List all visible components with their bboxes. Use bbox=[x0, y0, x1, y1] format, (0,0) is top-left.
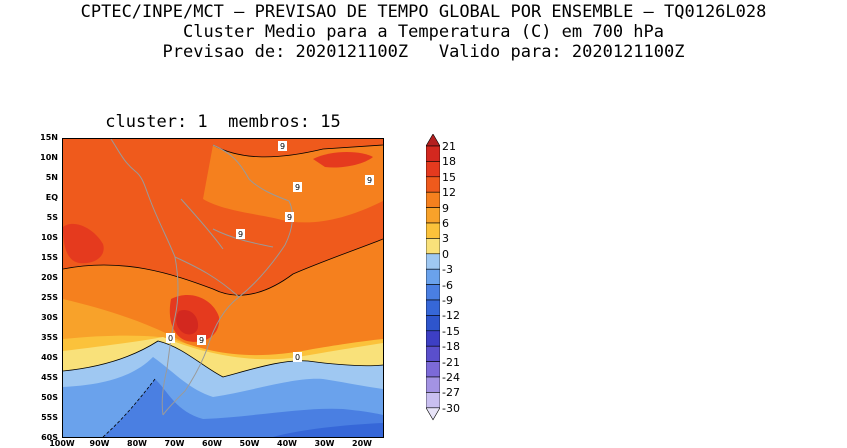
contour-label-0: 0 bbox=[295, 353, 300, 362]
colorbar-swatch bbox=[426, 376, 440, 393]
lat-label: 30S bbox=[41, 313, 58, 322]
lon-label: 20W bbox=[352, 439, 372, 448]
colorbar-level-label: 15 bbox=[442, 170, 456, 184]
colorbar-level-label: 18 bbox=[442, 155, 456, 169]
lat-label: 10N bbox=[40, 153, 58, 162]
lon-label: 90W bbox=[89, 439, 110, 448]
colorbar-level-label: -12 bbox=[442, 309, 460, 323]
colorbar-swatch bbox=[426, 253, 440, 270]
map-subtitle: cluster: 1 membros: 15 bbox=[105, 112, 341, 132]
colorbar-swatch bbox=[426, 161, 440, 178]
colorbar-swatch bbox=[426, 345, 440, 362]
lat-label: 40S bbox=[41, 353, 58, 362]
map-canvas: 9 9 9 9 9 9 0 0 bbox=[63, 139, 383, 437]
header-title: CPTEC/INPE/MCT – PREVISAO DE TEMPO GLOBA… bbox=[80, 2, 767, 22]
lat-label: 15N bbox=[40, 133, 58, 142]
colorbar-swatch bbox=[426, 392, 440, 409]
coastlines bbox=[110, 139, 293, 416]
contour-label-9: 9 bbox=[238, 230, 243, 239]
lat-label: 10S bbox=[41, 233, 58, 242]
colorbar-level-label: -15 bbox=[442, 324, 460, 338]
colorbar-swatch bbox=[426, 330, 440, 347]
colorbar-level-label: -27 bbox=[442, 386, 460, 400]
colorbar-swatch bbox=[426, 191, 440, 208]
colorbar-swatch bbox=[426, 176, 440, 193]
colorbar-level-label: -3 bbox=[442, 263, 453, 277]
colorbar-swatch bbox=[426, 407, 440, 421]
warm-core-chaco bbox=[176, 309, 199, 335]
warm-spot-atlantic bbox=[313, 152, 373, 168]
colorbar-swatch bbox=[426, 207, 440, 224]
contour-label-9: 9 bbox=[287, 213, 292, 222]
header-variable: Cluster Medio para a Temperatura (C) em … bbox=[182, 22, 665, 42]
lat-label: 5S bbox=[46, 213, 58, 222]
header-dates: Previsao de: 2020121100Z Valido para: 20… bbox=[162, 42, 685, 62]
lat-label: 25S bbox=[41, 293, 58, 302]
colorbar-swatch bbox=[426, 299, 440, 316]
lon-label: 100W bbox=[49, 439, 75, 448]
colorbar-swatch bbox=[426, 145, 440, 162]
lat-label: 50S bbox=[41, 393, 58, 402]
colorbar-swatch bbox=[426, 268, 440, 285]
lon-label: 60W bbox=[202, 439, 222, 448]
temperature-map: 9 9 9 9 9 9 0 0 bbox=[62, 138, 384, 438]
lon-label: 50W bbox=[239, 439, 260, 448]
warm-pool-pacific bbox=[63, 223, 104, 264]
colorbar-swatch bbox=[426, 361, 440, 378]
colorbar-swatch bbox=[426, 134, 440, 147]
lon-label: 70W bbox=[164, 439, 185, 448]
lat-label: 35S bbox=[41, 333, 58, 342]
field-minus12 bbox=[273, 423, 383, 437]
lat-label: 55S bbox=[41, 413, 58, 422]
lon-label: 80W bbox=[127, 439, 147, 448]
colorbar-level-label: 21 bbox=[442, 140, 456, 153]
colorbar-level-label: 12 bbox=[442, 186, 456, 200]
colorbar bbox=[426, 134, 440, 421]
lat-label: 5N bbox=[45, 173, 58, 182]
colorbar-level-label: -21 bbox=[442, 355, 460, 369]
colorbar-swatch bbox=[426, 238, 440, 255]
lon-label: 40W bbox=[277, 439, 297, 448]
field-minus9-to-minus6 bbox=[103, 379, 383, 437]
lon-label: 30W bbox=[314, 439, 335, 448]
contour-value-labels: 9 9 9 9 9 9 0 0 bbox=[166, 141, 374, 362]
contour-label-9: 9 bbox=[295, 183, 300, 192]
colorbar-level-label: -30 bbox=[442, 401, 460, 415]
contour-label-9: 9 bbox=[280, 142, 285, 151]
colorbar-level-label: 9 bbox=[442, 201, 449, 215]
colorbar-level-label: 6 bbox=[442, 217, 449, 230]
colorbar-swatch bbox=[426, 284, 440, 301]
colorbar-swatch bbox=[426, 315, 440, 332]
colorbar-level-label: 3 bbox=[442, 232, 449, 246]
colorbar-level-label: 0 bbox=[442, 247, 449, 261]
contour-label-9: 9 bbox=[199, 336, 204, 345]
lat-label: 20S bbox=[41, 273, 58, 282]
lat-label: 15S bbox=[41, 253, 58, 262]
contour-label-9: 9 bbox=[367, 176, 372, 185]
colorbar-swatch bbox=[426, 222, 440, 239]
colorbar-level-label: -18 bbox=[442, 340, 460, 354]
lat-label: 60S bbox=[41, 433, 58, 442]
lat-label: EQ bbox=[45, 193, 58, 202]
contour-label-0: 0 bbox=[168, 334, 173, 343]
colorbar-level-label: -9 bbox=[442, 294, 453, 307]
colorbar-level-label: -6 bbox=[442, 278, 453, 292]
colorbar-level-label: -24 bbox=[442, 371, 460, 384]
lat-label: 45S bbox=[41, 373, 58, 382]
